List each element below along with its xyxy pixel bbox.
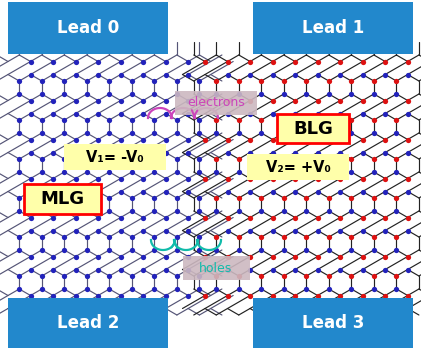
FancyBboxPatch shape	[183, 256, 250, 280]
FancyBboxPatch shape	[247, 154, 349, 180]
FancyBboxPatch shape	[8, 298, 168, 348]
FancyBboxPatch shape	[277, 114, 349, 143]
FancyBboxPatch shape	[253, 298, 413, 348]
FancyBboxPatch shape	[64, 144, 166, 170]
Text: holes: holes	[200, 261, 233, 274]
Text: MLG: MLG	[40, 190, 85, 208]
Text: Lead 0: Lead 0	[57, 19, 119, 37]
FancyBboxPatch shape	[8, 2, 168, 54]
FancyBboxPatch shape	[253, 2, 413, 54]
FancyBboxPatch shape	[24, 184, 101, 214]
Text: Lead 1: Lead 1	[302, 19, 364, 37]
Text: electrons: electrons	[187, 97, 245, 110]
Text: Lead 2: Lead 2	[57, 314, 119, 332]
Text: V₁= -V₀: V₁= -V₀	[86, 150, 144, 165]
Text: V₂= +V₀: V₂= +V₀	[266, 159, 330, 174]
Text: BLG: BLG	[293, 119, 333, 138]
FancyBboxPatch shape	[175, 91, 257, 115]
Text: Lead 3: Lead 3	[302, 314, 364, 332]
